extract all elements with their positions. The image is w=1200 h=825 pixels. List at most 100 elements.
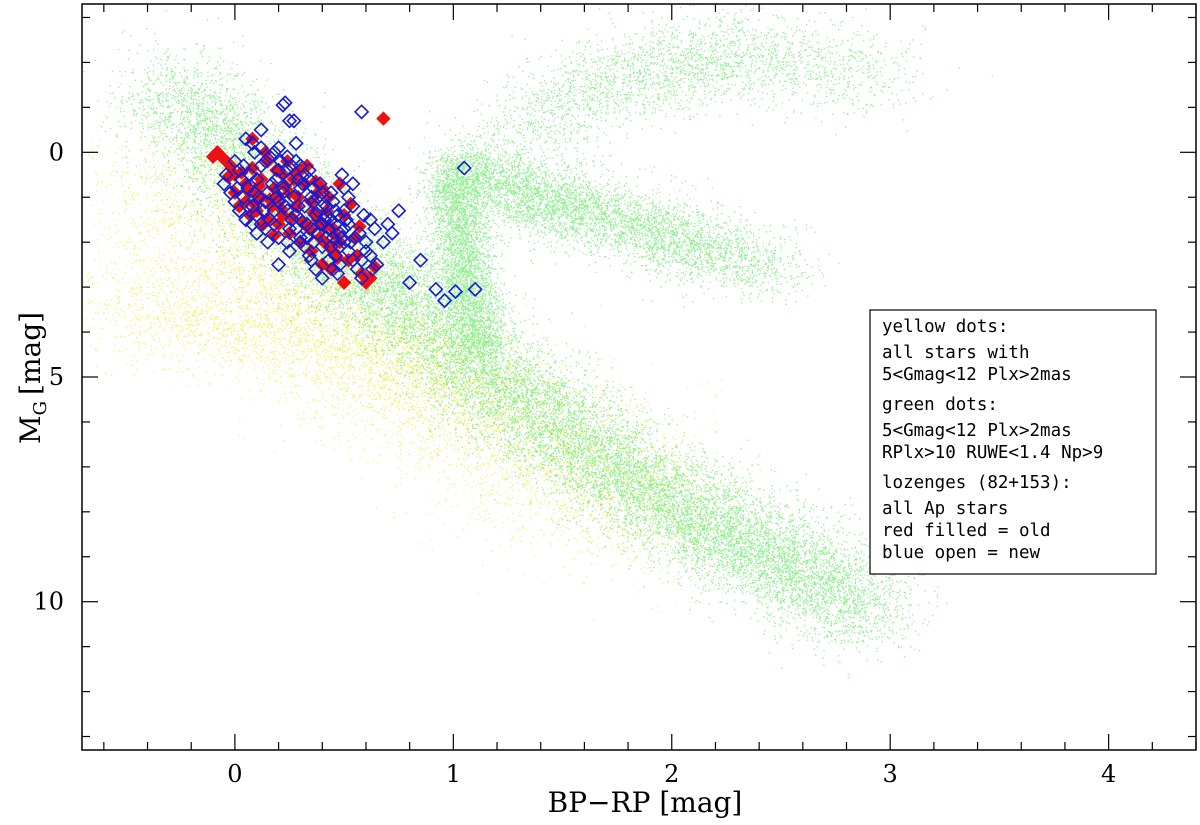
red-lozenge-point bbox=[336, 275, 352, 290]
blue-lozenge-point bbox=[268, 189, 285, 205]
blue-lozenge-point bbox=[253, 122, 269, 138]
blue-lozenge-point bbox=[251, 189, 267, 205]
blue-lozenge-point bbox=[290, 198, 306, 214]
legend-line-blue: blue open = new bbox=[882, 543, 1041, 563]
legend-line: yellow dots: bbox=[882, 317, 1008, 337]
legend-line: 5<Gmag<12 Plx>2mas bbox=[882, 365, 1072, 385]
blue-lozenge-point bbox=[240, 198, 256, 214]
blue-lozenge-point bbox=[364, 261, 381, 277]
legend-line: all stars with bbox=[882, 343, 1030, 363]
x-axis-title: BP−RP [mag] bbox=[548, 786, 743, 819]
blue-lozenge-point bbox=[332, 239, 348, 255]
blue-lozenge-point bbox=[353, 104, 370, 120]
x-tick-label: 2 bbox=[664, 760, 679, 788]
blue-lozenge-point bbox=[253, 158, 269, 174]
blue-lozenge-point bbox=[319, 198, 335, 214]
blue-lozenge-point bbox=[456, 160, 472, 176]
blue-lozenge-point bbox=[362, 248, 378, 264]
blue-lozenge-point bbox=[428, 281, 444, 297]
blue-lozenge-point bbox=[314, 239, 330, 255]
legend-line: lozenges (82+153): bbox=[882, 473, 1072, 493]
legend-line: green dots: bbox=[882, 395, 998, 415]
blue-lozenge-point bbox=[314, 270, 330, 286]
blue-lozenge-point bbox=[292, 212, 309, 228]
blue-lozenge-point bbox=[260, 234, 276, 250]
legend-frame bbox=[869, 309, 1157, 575]
blue-lozenge-point bbox=[229, 180, 245, 196]
blue-lozenge-point bbox=[216, 176, 232, 192]
blue-lozenge-point bbox=[467, 281, 483, 297]
legend-box: yellow dots: all stars with 5<Gmag<12 Pl… bbox=[869, 309, 1157, 575]
blue-lozenge-point bbox=[345, 198, 361, 214]
blue-lozenge-point bbox=[345, 176, 361, 192]
svg-text:MG[mag]: MG [mag] bbox=[14, 312, 51, 444]
blue-lozenge-point bbox=[336, 180, 352, 196]
blue-lozenge-point bbox=[249, 171, 265, 187]
blue-lozenge-point bbox=[358, 234, 374, 250]
blue-lozenge-point bbox=[277, 198, 293, 214]
blue-lozenge-point bbox=[246, 144, 263, 160]
blue-lozenge-point bbox=[384, 225, 400, 241]
blue-lozenge-point bbox=[275, 180, 291, 196]
blue-lozenge-point bbox=[266, 216, 282, 232]
red-lozenge-point bbox=[376, 111, 391, 126]
y-tick-label: 5 bbox=[49, 363, 64, 391]
blue-lozenge-point bbox=[312, 176, 328, 192]
blue-lozenge-point bbox=[288, 207, 304, 223]
blue-lozenge-point bbox=[447, 283, 464, 300]
x-axis-ticks bbox=[103, 4, 1197, 750]
blue-lozenge-point bbox=[236, 158, 252, 174]
blue-lozenge-point bbox=[244, 216, 261, 232]
x-tick-label: 0 bbox=[227, 760, 242, 788]
blue-lozenge-point bbox=[436, 292, 453, 309]
blue-lozenge-point bbox=[402, 274, 418, 291]
blue-lozenge-point bbox=[218, 167, 234, 183]
red-lozenge-point bbox=[210, 145, 225, 160]
blue-lozenge-point bbox=[279, 162, 295, 178]
blue-lozenge-point bbox=[325, 194, 341, 210]
legend-line: RPlx>10 RUWE<1.4 Np>9 bbox=[882, 443, 1103, 463]
blue-lozenge-point bbox=[321, 252, 337, 268]
blue-lozenge-point bbox=[244, 135, 261, 151]
green-dots-series bbox=[83, 4, 993, 679]
blue-lozenge-point bbox=[375, 234, 392, 250]
blue-lozenge-point bbox=[264, 176, 280, 192]
blue-lozenge-point bbox=[356, 207, 372, 223]
blue-lozenge-point bbox=[292, 234, 309, 250]
blue-open-lozenges-series bbox=[216, 95, 483, 309]
blue-lozenge-point bbox=[279, 234, 295, 250]
blue-lozenge-point bbox=[255, 203, 271, 219]
x-tick-label: 3 bbox=[883, 760, 898, 788]
blue-lozenge-point bbox=[253, 140, 269, 156]
green-dots-cloud bbox=[83, 4, 993, 679]
blue-lozenge-point bbox=[268, 171, 285, 187]
blue-lozenge-point bbox=[334, 167, 350, 183]
x-axis-tick-labels: 0 1 2 3 4 bbox=[227, 760, 1116, 788]
blue-lozenge-point bbox=[286, 113, 302, 129]
blue-lozenge-point bbox=[270, 230, 287, 246]
blue-lozenge-point bbox=[281, 243, 298, 259]
blue-lozenge-point bbox=[301, 248, 317, 264]
blue-lozenge-point bbox=[314, 216, 330, 232]
y-axis-title-subscript: G bbox=[30, 401, 51, 415]
blue-lozenge-point bbox=[246, 185, 263, 201]
y-axis-tick-labels: 0 5 10 bbox=[33, 138, 64, 615]
blue-lozenge-point bbox=[240, 180, 256, 196]
blue-lozenge-point bbox=[336, 221, 352, 237]
blue-lozenge-point bbox=[294, 176, 311, 192]
blue-lozenge-point bbox=[284, 158, 300, 174]
blue-lozenge-point bbox=[257, 153, 274, 169]
blue-lozenge-point bbox=[277, 95, 293, 111]
blue-lozenge-point bbox=[305, 194, 322, 210]
blue-lozenge-point bbox=[292, 180, 309, 196]
blue-lozenge-point bbox=[308, 261, 324, 277]
blue-lozenge-point bbox=[288, 135, 304, 151]
blue-lozenge-point bbox=[301, 162, 317, 178]
blue-lozenge-point bbox=[353, 270, 370, 286]
y-axis-title-main: M bbox=[14, 415, 47, 444]
blue-lozenge-point bbox=[353, 252, 370, 268]
blue-lozenge-point bbox=[262, 149, 278, 165]
blue-lozenge-point bbox=[332, 257, 348, 273]
blue-lozenge-point bbox=[334, 230, 350, 246]
y-axis-ticks bbox=[82, 16, 1196, 738]
